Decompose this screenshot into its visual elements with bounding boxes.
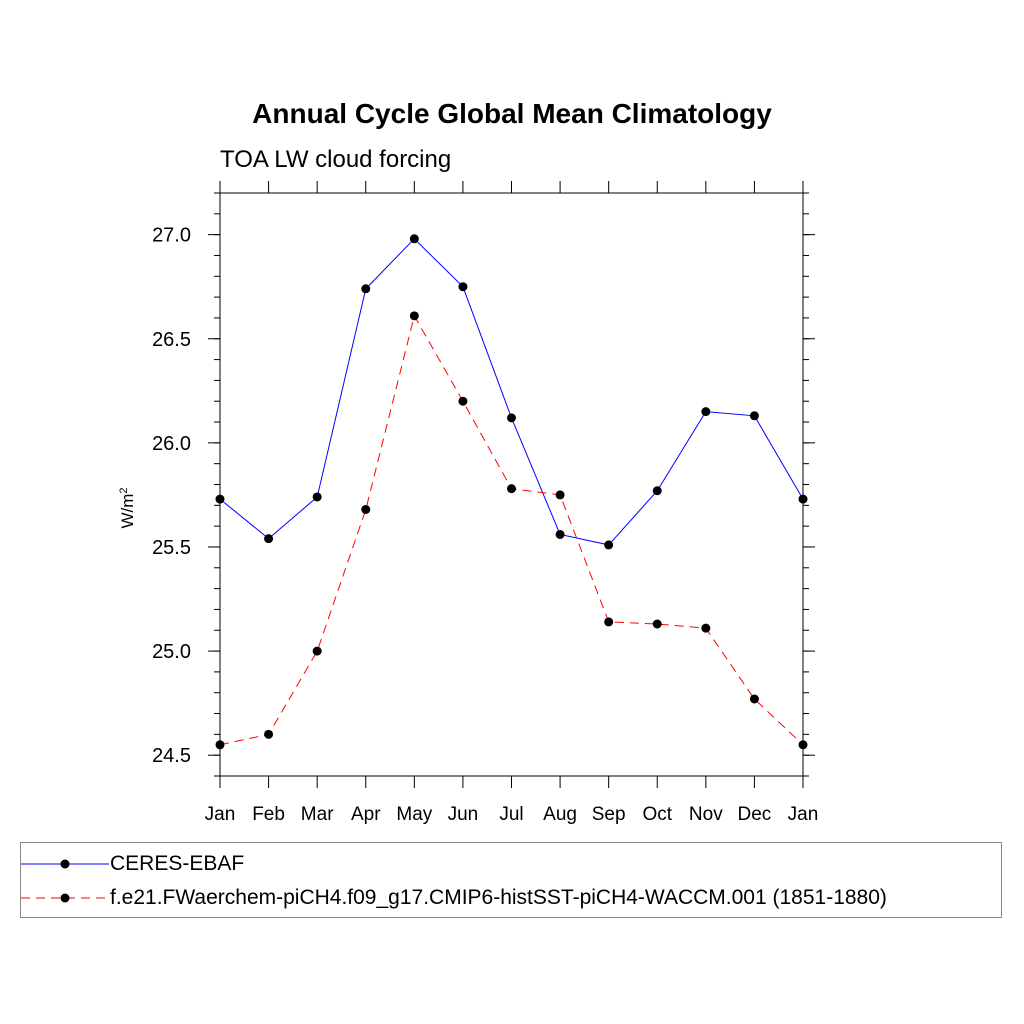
legend-label: CERES-EBAF [110,852,245,875]
y-tick-label: 26.5 [152,329,191,351]
y-tick-label: 25.5 [152,537,191,559]
series-1-point [507,484,516,494]
series-0-point [507,413,516,423]
series-1-point [555,490,565,500]
y-axis-label: W/m2 [118,487,137,528]
series-line-1 [219,314,804,746]
x-tick-label: Feb [252,804,285,825]
series-1-point [701,623,711,633]
series-0-point [361,284,371,294]
series-1-point [215,740,225,750]
series-0-point [701,407,711,417]
x-tick-label: Jan [788,804,819,825]
y-tick-label: 25.0 [152,641,191,663]
y-tick-label: 24.5 [152,745,191,767]
series-1-point [604,617,614,627]
x-tick-label: Jan [205,804,236,825]
x-tick-label: May [396,804,432,825]
series-1-point [361,504,371,514]
series-0-point [555,529,565,539]
series-0-point [749,411,759,421]
legend: CERES-EBAF f.e21.FWaerchem-piCH4.f09_g17… [20,842,1002,918]
x-tick-label: Apr [351,804,381,825]
series-1-point [409,311,419,321]
x-tick-label: Oct [642,804,672,825]
series-1-point [458,396,468,406]
series-1-point [798,740,808,750]
y-tick-label: 27.0 [152,225,191,247]
x-tick-label: Nov [689,804,723,825]
series-1-point [312,646,322,656]
x-tick-label: Dec [738,804,772,825]
x-tick-label: Aug [543,804,577,825]
series-0-point [264,534,274,544]
series-1-point [749,694,759,704]
x-tick-label: Mar [301,804,334,825]
series-0-point [798,494,808,504]
y-tick-label: 26.0 [152,433,191,455]
legend-entry-model: f.e21.FWaerchem-piCH4.f09_g17.CMIP6-hist… [21,883,1001,913]
x-tick-label: Jul [499,804,523,825]
series-1-point [264,729,274,739]
series-0-point [604,540,614,550]
series-line-0 [219,238,804,546]
series-0-point [312,492,322,502]
series-0-point [652,486,662,496]
legend-entry-ceres: CERES-EBAF [21,849,1001,879]
legend-label: f.e21.FWaerchem-piCH4.f09_g17.CMIP6-hist… [110,886,887,909]
chart-title: Annual Cycle Global Mean Climatology [252,98,772,129]
x-tick-label: Sep [592,804,626,825]
chart-subtitle: TOA LW cloud forcing [220,146,452,173]
x-tick-label: Jun [448,804,479,825]
series-1-point [652,619,662,629]
series-0-point [409,234,419,244]
series-0-point [215,494,225,504]
series-0-point [458,282,468,292]
